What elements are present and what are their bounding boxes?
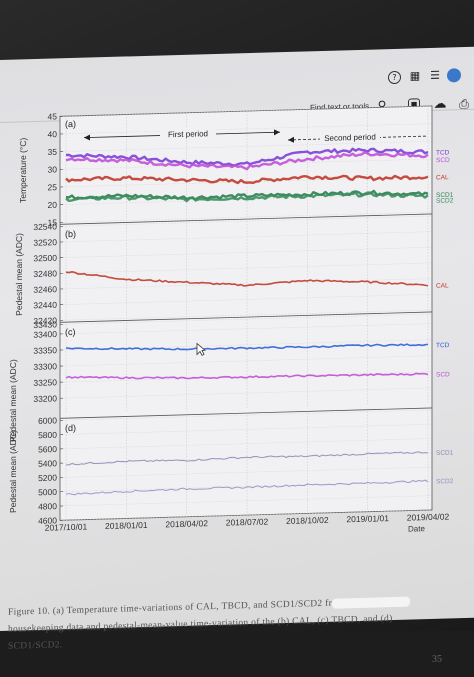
y-axis-label: Pedestal mean (ADC) xyxy=(14,233,24,316)
panel-label: (b) xyxy=(65,229,76,239)
panel-label: (c) xyxy=(65,327,75,337)
y-tick-label: 33300 xyxy=(33,361,57,372)
x-tick-label: 2019/04/02 xyxy=(407,511,450,522)
x-tick-label: 2017/10/01 xyxy=(45,522,88,533)
panel-label: (a) xyxy=(65,119,76,129)
y-tick-label: 5800 xyxy=(38,430,57,441)
x-tick-label: 2018/01/01 xyxy=(105,520,148,531)
x-tick-label: 2018/07/02 xyxy=(226,517,269,528)
x-tick-label: 2018/04/02 xyxy=(165,518,208,529)
y-tick-label: 32500 xyxy=(33,253,57,264)
y-tick-label: 20 xyxy=(48,200,58,210)
y-tick-label: 32540 xyxy=(33,221,57,232)
series-label-scd1: SCD1 xyxy=(436,449,454,456)
redaction-mark xyxy=(332,596,410,608)
x-tick-label: 2019/01/01 xyxy=(346,513,389,524)
y-tick-label: 32520 xyxy=(33,237,57,248)
caption-line-2: housekeeping data and pedestal-mean-valu… xyxy=(8,614,393,635)
page-number: 35 xyxy=(432,654,442,665)
x-tick-label: 2018/10/02 xyxy=(286,515,329,526)
panel-label: (d) xyxy=(65,423,76,433)
series-label-scd: SCD xyxy=(436,157,450,164)
mouse-cursor-icon xyxy=(196,342,206,356)
y-tick-label: 40 xyxy=(48,129,58,139)
y-tick-label: 33400 xyxy=(33,329,57,340)
y-tick-label: 33200 xyxy=(33,393,57,404)
series-label-tcd: TCD xyxy=(436,149,450,156)
y-tick-label: 33350 xyxy=(33,345,57,356)
y-tick-label: 5400 xyxy=(38,458,57,469)
second-period-label: Second period xyxy=(324,133,376,143)
y-tick-label: 45 xyxy=(48,111,58,121)
y-tick-label: 32480 xyxy=(33,268,57,279)
x-axis-label: Date xyxy=(408,524,425,533)
y-tick-label: 25 xyxy=(48,182,58,192)
y-tick-label: 5600 xyxy=(38,444,57,455)
y-tick-label: 6000 xyxy=(38,415,57,426)
y-tick-label: 4800 xyxy=(38,501,57,512)
y-tick-label: 35 xyxy=(48,147,58,157)
y-axis-label: Temperature (°C) xyxy=(18,137,28,203)
caption-line-3: SCD1/SCD2. xyxy=(8,640,62,652)
y-tick-label: 5200 xyxy=(38,473,57,484)
y-tick-label: 33430 xyxy=(33,319,57,330)
series-label-scd: SCD xyxy=(436,371,450,378)
y-tick-label: 30 xyxy=(48,164,58,174)
series-label-tcd: TCD xyxy=(436,342,450,349)
y-tick-label: 5000 xyxy=(38,487,57,498)
y-tick-label: 32440 xyxy=(33,300,57,311)
y-tick-label: 33250 xyxy=(33,377,57,388)
series-label-scd2: SCD2 xyxy=(436,478,454,485)
series-label-cal: CAL xyxy=(436,282,449,289)
y-axis-label: Pedestal mean (ADC) xyxy=(8,430,18,513)
series-label-scd2: SCD2 xyxy=(436,197,454,204)
first-period-label: First period xyxy=(168,129,208,139)
y-tick-label: 32460 xyxy=(33,284,57,295)
y-axis-label: Pedestal mean (ADC) xyxy=(8,359,18,442)
series-label-cal: CAL xyxy=(436,174,449,181)
